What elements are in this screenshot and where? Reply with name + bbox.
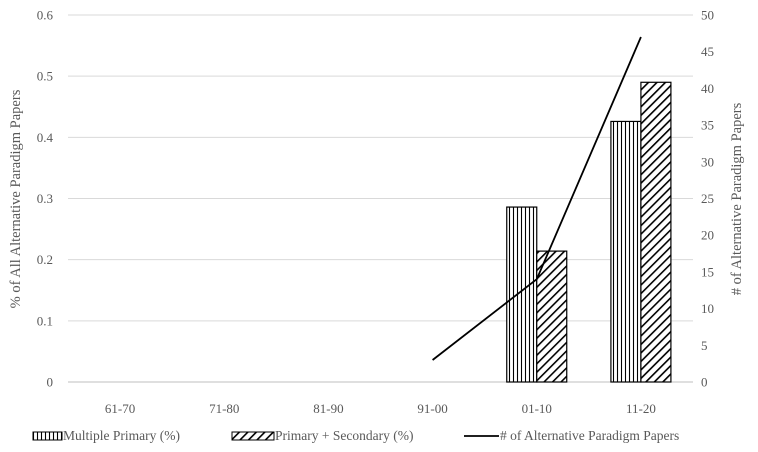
y2-tick-label: 15 — [701, 264, 714, 279]
legend-swatch-primary-secondary — [231, 431, 275, 441]
x-tick-label: 71-80 — [209, 401, 239, 416]
y-tick-label: 0.4 — [37, 130, 54, 145]
y-tick-label: 0.2 — [37, 252, 53, 267]
bars — [506, 81, 672, 383]
legend: Multiple Primary (%) Primary + Secondary … — [32, 428, 679, 443]
y-axis-ticks: 0 0.1 0.2 0.3 0.4 0.5 0.6 — [37, 8, 54, 390]
legend-label-multiple-primary: Multiple Primary (%) — [63, 428, 180, 443]
gridlines — [68, 14, 693, 383]
y2-tick-label: 5 — [701, 338, 708, 353]
y2-axis-title: # of Alternative Paradigm Papers — [729, 102, 745, 295]
legend-label-line: # of Alternative Paradigm Papers — [500, 428, 679, 443]
y2-tick-label: 35 — [701, 118, 714, 133]
y2-tick-label: 40 — [701, 81, 714, 96]
y-tick-label: 0.3 — [37, 191, 53, 206]
y2-tick-label: 0 — [701, 375, 708, 390]
legend-label-primary-secondary: Primary + Secondary (%) — [275, 428, 413, 443]
y-axis-title: % of All Alternative Paradigm Papers — [8, 89, 24, 308]
y-tick-label: 0.6 — [37, 8, 54, 23]
bar-primary-secondary — [640, 81, 672, 383]
y2-tick-label: 20 — [701, 228, 714, 243]
y2-tick-label: 50 — [701, 8, 714, 23]
x-tick-label: 01-10 — [522, 401, 552, 416]
y-tick-label: 0.5 — [37, 69, 53, 84]
y2-axis-ticks: 0 5 10 15 20 25 30 35 40 45 50 — [701, 8, 714, 390]
bar-primary-secondary — [536, 250, 568, 383]
x-tick-label: 91-00 — [417, 401, 447, 416]
y-tick-label: 0 — [47, 375, 54, 390]
legend-swatch-multiple-primary — [32, 431, 63, 441]
bar-multiple-primary — [610, 120, 642, 383]
x-tick-label: 61-70 — [105, 401, 135, 416]
y2-tick-label: 30 — [701, 154, 714, 169]
y2-tick-label: 25 — [701, 191, 714, 206]
y-tick-label: 0.1 — [37, 313, 53, 328]
x-axis-ticks: 61-70 71-80 81-90 91-00 01-10 11-20 — [105, 401, 656, 416]
x-tick-label: 81-90 — [313, 401, 343, 416]
bar-multiple-primary — [506, 206, 538, 383]
y2-tick-label: 45 — [701, 44, 714, 59]
y2-tick-label: 10 — [701, 301, 714, 316]
series-line — [432, 36, 642, 361]
line-alternative-paradigm-papers — [432, 36, 642, 361]
x-tick-label: 11-20 — [626, 401, 656, 416]
